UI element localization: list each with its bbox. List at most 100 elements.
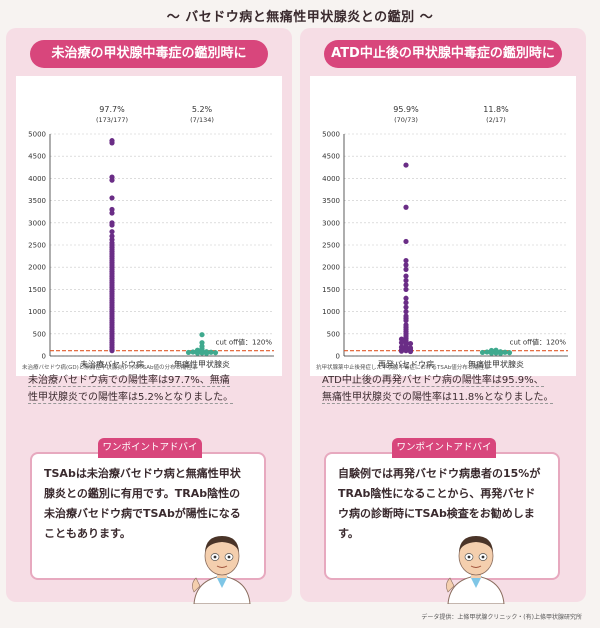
- chart-caption: 未治療バセドウ病(GD)と無痛性甲状腺炎(PT)のTSAb値の分布と陽性率: [22, 365, 198, 371]
- positive-rate-label: 11.8%: [483, 105, 509, 114]
- data-point: [185, 349, 192, 356]
- panel-header: ATD中止後の甲状腺中毒症の鑑別時に: [324, 40, 562, 68]
- data-point: [403, 273, 409, 279]
- positive-rate-label: 95.9%: [393, 105, 419, 114]
- advice-tab: ワンポイントアドバイス: [392, 438, 496, 473]
- data-point: [403, 162, 409, 168]
- data-point: [403, 266, 409, 273]
- data-point: [484, 349, 490, 355]
- summary-line-2: 性甲状腺炎での陽性率は5.2%となりました。: [28, 392, 234, 404]
- y-tick-label: 3500: [322, 197, 340, 205]
- panel-after-atd: ATD中止後の甲状腺中毒症の鑑別時に 0 500 1000 1500 2000 2500 3…: [300, 28, 586, 604]
- data-point: [403, 262, 409, 268]
- y-tick-label: 2000: [28, 264, 46, 272]
- data-point: [403, 304, 409, 310]
- positive-count-label: (7/134): [190, 116, 214, 124]
- advice-text: TSAbは未治療バセドウ病と無痛性甲状腺炎との鑑別に有用です。TRAb陰性の未治…: [44, 467, 241, 540]
- data-point: [398, 336, 405, 342]
- data-point: [398, 348, 405, 354]
- y-tick-label: 4500: [322, 153, 340, 161]
- doctor-illustration: [192, 536, 251, 604]
- data-point: [190, 349, 196, 355]
- data-point: [403, 348, 409, 354]
- data-point: [403, 282, 409, 288]
- data-point: [479, 349, 486, 356]
- data-point: [199, 332, 205, 338]
- data-point: [403, 257, 409, 264]
- advice-tab: ワンポイントアドバイス: [98, 438, 202, 473]
- cutoff-label: cut off値：120%: [510, 338, 567, 347]
- positive-count-label: (173/177): [96, 116, 128, 124]
- data-point: [109, 210, 115, 216]
- advice-text: 自験例では再発バセドウ病患者の15%がTRAb陰性になることから、再発バセドウ病…: [338, 467, 541, 540]
- cutoff-label: cut off値：120%: [216, 338, 273, 347]
- y-tick-label: 3500: [28, 197, 46, 205]
- summary-text: ATD中止後の再発バセドウ病の陽性率は95.9%、 無痛性甲状腺炎での陽性率は1…: [322, 372, 564, 406]
- y-tick-label: 500: [33, 330, 46, 338]
- data-point: [212, 350, 219, 356]
- data-point: [109, 233, 115, 239]
- page-title: 〜 バセドウ病と無痛性甲状腺炎との鑑別 〜: [166, 10, 434, 25]
- footer-credit: データ提供：上條甲状腺クリニック・(有)上條甲状腺研究所: [421, 614, 582, 621]
- advice-box: 自験例では再発バセドウ病患者の15%がTRAb陰性になることから、再発バセドウ病…: [324, 452, 560, 580]
- y-tick-label: 5000: [322, 131, 340, 139]
- data-point: [208, 349, 214, 355]
- summary-text: 未治療バセドウ病での陽性率は97.7%、無痛 性甲状腺炎での陽性率は5.2%とな…: [28, 372, 270, 406]
- data-point: [194, 350, 201, 356]
- y-tick-label: 1000: [322, 308, 340, 316]
- data-point: [109, 177, 115, 183]
- y-tick-label: 2000: [322, 264, 340, 272]
- x-category-label: 無痛性甲状腺炎: [174, 359, 230, 369]
- data-point: [403, 238, 409, 245]
- doctor-illustration: [446, 536, 505, 604]
- data-point: [403, 309, 409, 315]
- positive-rate-label: 97.7%: [99, 105, 125, 114]
- summary-line-1: ATD中止後の再発バセドウ病の陽性率は95.9%、: [322, 375, 544, 387]
- chart-caption: 抗甲状腺薬中止後発症した甲状腺中毒症におけるTSAb値分布と陽性率: [316, 365, 490, 371]
- data-point: [109, 140, 115, 146]
- data-point: [203, 350, 210, 356]
- panel-header: 未治療の甲状腺中毒症の鑑別時に: [30, 40, 268, 68]
- data-point: [407, 348, 414, 355]
- data-point: [398, 340, 405, 346]
- scatter-chart-after-atd: 0 500 1000 1500 2000 2500 3000 3500 4000 4500 5000…: [322, 105, 568, 369]
- data-point: [403, 277, 409, 284]
- data-point: [403, 204, 409, 210]
- data-point: [199, 350, 205, 356]
- scatter-chart-untreated: 0 500 1000 1500 2000 2500 3000 3500 4000 4500 5000…: [28, 105, 274, 369]
- y-tick-label: 0: [336, 353, 340, 361]
- data-point: [488, 350, 495, 356]
- y-tick-label: 1500: [28, 286, 46, 294]
- y-tick-label: 0: [42, 353, 46, 361]
- chart-card: 0 500 1000 1500 2000 2500 3000 3500 4000 4500 5000…: [16, 76, 282, 376]
- data-point: [403, 300, 409, 306]
- data-point: [109, 348, 115, 354]
- data-point: [109, 222, 115, 228]
- data-point: [199, 340, 205, 346]
- data-point: [109, 229, 115, 235]
- chart-card: 0 500 1000 1500 2000 2500 3000 3500 4000 4500 5000…: [310, 76, 576, 376]
- y-tick-label: 1000: [28, 308, 46, 316]
- y-tick-label: 4500: [28, 153, 46, 161]
- positive-rate-label: 5.2%: [192, 105, 213, 114]
- y-tick-label: 1500: [322, 286, 340, 294]
- summary-line-2: 無痛性甲状腺炎での陽性率は11.8%となりました。: [322, 392, 554, 404]
- y-tick-label: 3000: [28, 219, 46, 227]
- summary-line-1: 未治療バセドウ病での陽性率は97.7%、無痛: [28, 375, 230, 387]
- data-point: [403, 286, 409, 292]
- data-point: [497, 350, 504, 356]
- data-point: [502, 349, 508, 355]
- y-tick-label: 500: [327, 330, 340, 338]
- x-category-label: 再発バセドウ病: [378, 359, 434, 369]
- data-point: [493, 350, 499, 356]
- y-tick-label: 4000: [322, 175, 340, 183]
- data-point: [403, 295, 409, 301]
- positive-count-label: (2/17): [486, 116, 506, 124]
- data-point: [506, 350, 513, 356]
- y-tick-label: 5000: [28, 131, 46, 139]
- y-tick-label: 2500: [322, 242, 340, 250]
- y-tick-label: 2500: [28, 242, 46, 250]
- data-point: [407, 340, 414, 347]
- y-tick-label: 3000: [322, 219, 340, 227]
- x-category-label: 未治療バセドウ病: [80, 359, 144, 369]
